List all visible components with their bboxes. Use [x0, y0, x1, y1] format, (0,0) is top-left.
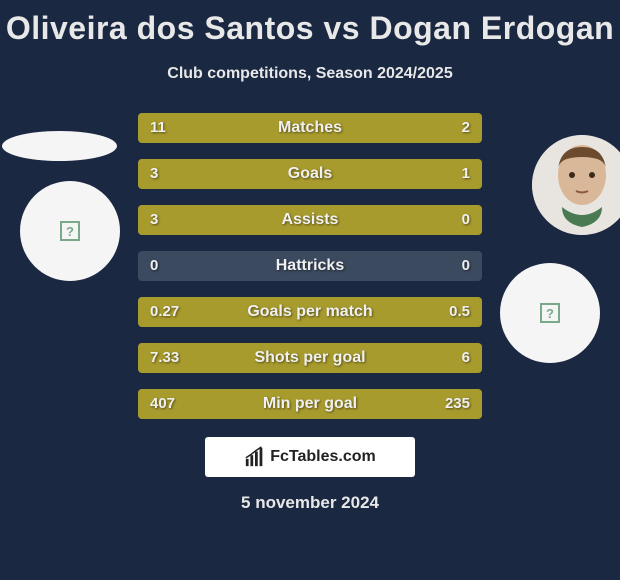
stat-row: Goals per match0.27 0.5 [138, 297, 482, 327]
fctables-logo: FcTables.com [205, 437, 415, 477]
subtitle: Club competitions, Season 2024/2025 [0, 65, 620, 83]
bar-label: Goals [138, 159, 482, 189]
bar-label: Assists [138, 205, 482, 235]
player-avatar-right [532, 135, 620, 235]
comparison-content: ? ? Matches112Goals31Assists30Hattricks0… [0, 113, 620, 419]
stat-row: Hattricks0 0 [138, 251, 482, 281]
stats-bars: Matches112Goals31Assists30Hattricks00Goa… [138, 113, 482, 419]
date-text: 5 november 2024 [0, 493, 620, 513]
bar-value-right: 0.5 [449, 297, 470, 327]
stat-row: Min per goal407 235 [138, 389, 482, 419]
bar-value-right: 235 [445, 389, 470, 419]
bar-value-right: 1 [462, 159, 470, 189]
bar-value-left: 3 [150, 159, 158, 189]
player-avatar-left [2, 131, 117, 161]
bar-value-right: 0 [462, 205, 470, 235]
bar-value-left: 3 [150, 205, 158, 235]
page-title: Oliveira dos Santos vs Dogan Erdogan [0, 0, 620, 47]
bar-label: Hattricks [138, 251, 482, 281]
bar-value-right: 2 [462, 113, 470, 143]
stat-row: Goals3 1 [138, 159, 482, 189]
stat-row: Matches11 2 [138, 113, 482, 143]
bar-value-left: 407 [150, 389, 175, 419]
bar-label: Matches [138, 113, 482, 143]
bar-value-left: 0 [150, 251, 158, 281]
bar-value-right: 6 [462, 343, 470, 373]
club-badge-left: ? [20, 181, 120, 281]
stat-row: Shots per goal7.33 6 [138, 343, 482, 373]
logo-text: FcTables.com [270, 448, 376, 466]
bar-value-right: 0 [462, 251, 470, 281]
face-placeholder-icon [532, 135, 620, 235]
bar-value-left: 11 [150, 113, 166, 143]
bar-label: Shots per goal [138, 343, 482, 373]
bar-value-left: 7.33 [150, 343, 179, 373]
bar-label: Goals per match [138, 297, 482, 327]
bar-label: Min per goal [138, 389, 482, 419]
chart-bars-icon [244, 446, 266, 468]
bar-value-left: 0.27 [150, 297, 179, 327]
question-icon: ? [60, 221, 80, 241]
stat-row: Assists3 0 [138, 205, 482, 235]
club-badge-right: ? [500, 263, 600, 363]
question-icon: ? [540, 303, 560, 323]
